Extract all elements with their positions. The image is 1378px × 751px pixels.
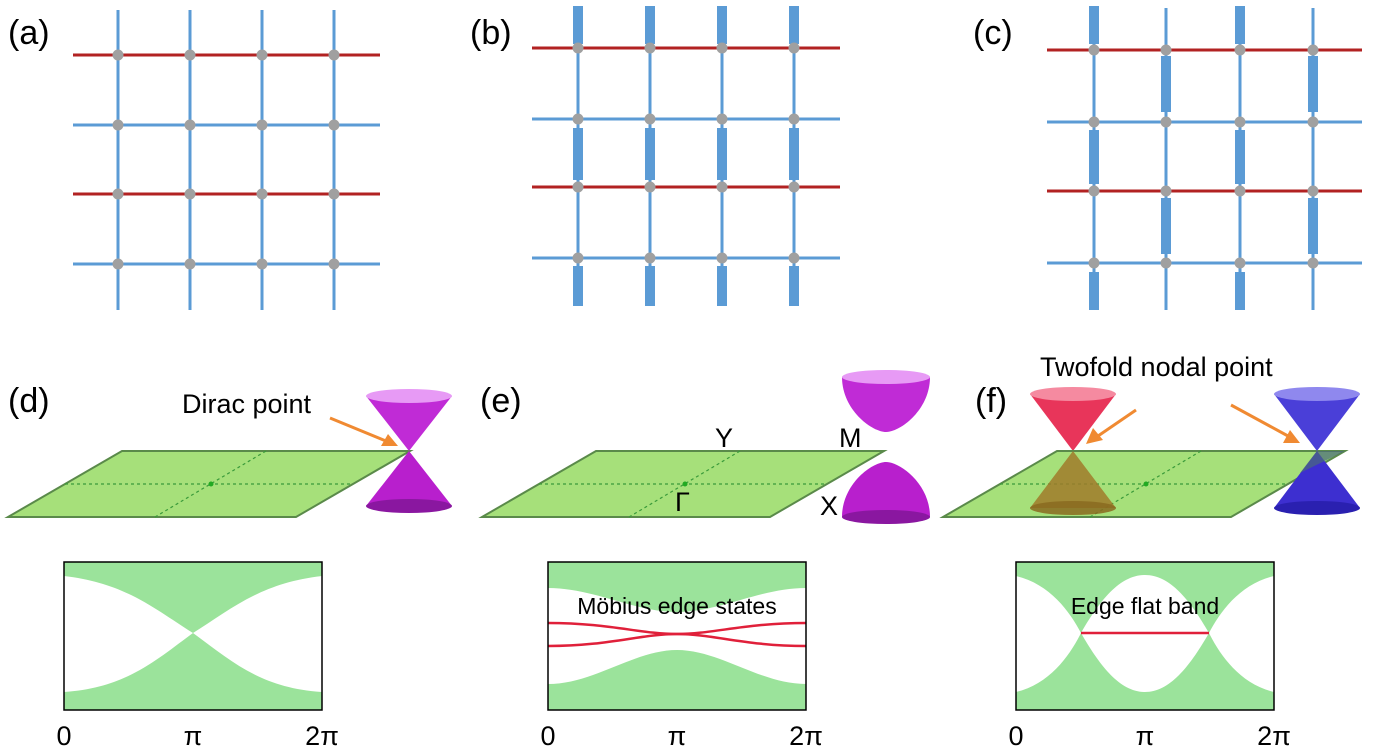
dirac-point-annotation: Dirac point — [182, 389, 312, 419]
lattice-b — [532, 6, 840, 306]
panel-label-b: (b) — [470, 14, 512, 52]
brillouin-zone-plane-d — [4, 450, 414, 518]
band-plot-d — [63, 561, 323, 711]
tick-2pi-f: 2π — [1257, 721, 1291, 751]
tick-pi-d: π — [184, 721, 203, 751]
dirac-cone-d — [366, 389, 452, 513]
brillouin-zone-plane-e — [478, 450, 888, 518]
lattice-sites-a — [112, 49, 340, 270]
edge-flat-band-annotation: Edge flat band — [1071, 593, 1219, 619]
tick-2pi-d: 2π — [305, 721, 339, 751]
arrow-dirac-point — [329, 416, 398, 446]
tick-0-f: 0 — [1008, 721, 1023, 751]
nodal-cone-red-lower — [1030, 451, 1116, 515]
lattice-c — [1047, 6, 1362, 310]
twofold-nodal-point-annotation: Twofold nodal point — [1040, 352, 1273, 382]
tick-2pi-e: 2π — [789, 721, 823, 751]
lattice-a — [73, 10, 380, 310]
tick-pi-e: π — [668, 721, 687, 751]
band-plot-f — [1015, 561, 1275, 711]
panel-label-e: (e) — [480, 382, 522, 420]
tick-0-d: 0 — [56, 721, 71, 751]
lattice-sites-c — [1088, 44, 1319, 269]
arrow-nodal-left — [1086, 408, 1137, 444]
mobius-edge-states-annotation: Möbius edge states — [577, 593, 776, 619]
band-plot-e — [547, 561, 807, 711]
nodal-cone-blue — [1274, 387, 1360, 515]
panel-label-f: (f) — [975, 382, 1007, 420]
gapped-bands-e — [842, 370, 930, 524]
label-X: X — [820, 491, 838, 521]
label-M: M — [839, 423, 862, 453]
panel-label-a: (a) — [8, 14, 50, 52]
tick-0-e: 0 — [540, 721, 555, 751]
nodal-cone-red — [1030, 387, 1116, 451]
label-Y: Y — [715, 423, 733, 453]
arrow-nodal-right — [1230, 403, 1300, 443]
lattice-sites-b — [572, 42, 800, 264]
label-Gamma: Γ — [675, 487, 690, 517]
panel-label-c: (c) — [973, 14, 1013, 52]
panel-label-d: (d) — [8, 382, 50, 420]
tick-pi-f: π — [1136, 721, 1155, 751]
